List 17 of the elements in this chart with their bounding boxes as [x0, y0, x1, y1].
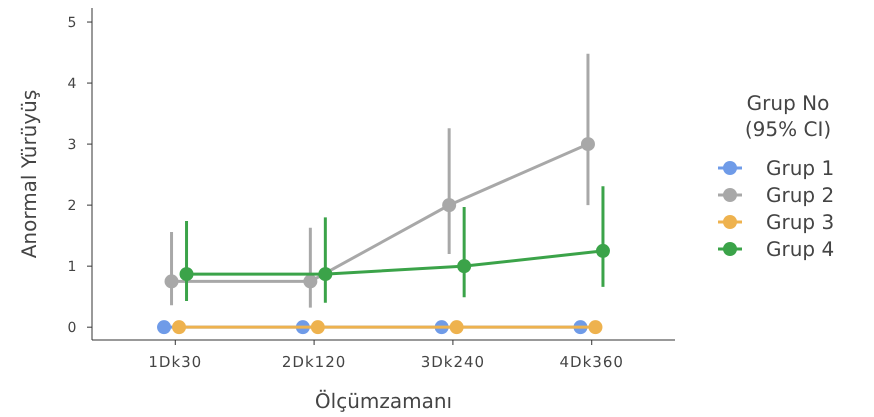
x-axis-title: Ölçümzamanı	[314, 389, 452, 413]
y-tick-label: 0	[68, 320, 76, 336]
legend-label: Grup 4	[766, 237, 834, 261]
y-tick-label: 3	[68, 136, 76, 153]
x-tick-label: 1Dk30	[148, 353, 202, 371]
legend-label: Grup 2	[766, 183, 834, 207]
x-tick-label: 2Dk120	[282, 353, 346, 371]
y-tick-label: 5	[68, 14, 76, 31]
y-tick-label: 4	[68, 76, 77, 92]
legend-label: Grup 3	[766, 210, 834, 234]
y-tick-label: 1	[68, 259, 76, 276]
y-tick-label: 2	[68, 198, 76, 214]
legend-title: Grup No (95% CI)	[744, 91, 832, 141]
x-tick-label: 3Dk240	[420, 353, 486, 371]
x-tick-label: 4Dk360	[560, 353, 624, 371]
y-axis-title: Anormal Yürüyüş	[17, 90, 41, 258]
legend-label: Grup 1	[766, 156, 834, 180]
